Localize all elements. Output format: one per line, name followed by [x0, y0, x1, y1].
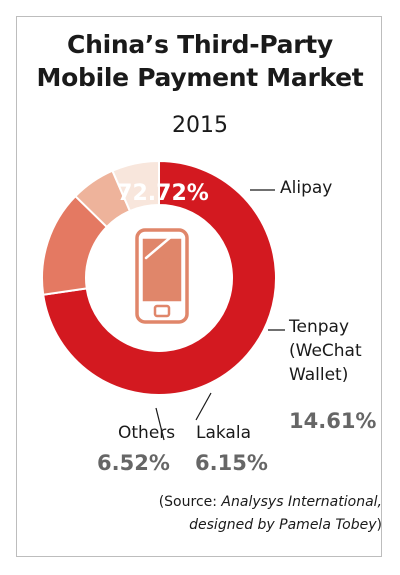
chart-title-line-1: China’s Third-Party — [67, 30, 333, 59]
chart-title-line-2: Mobile Payment Market — [36, 63, 364, 92]
lakala-value-label: 6.15% — [195, 451, 268, 475]
lakala-leader-line — [195, 392, 212, 421]
leader-lines — [155, 189, 285, 441]
yuan-symbol: ¥ — [147, 252, 171, 292]
source-designer: designed by Pamela Tobey — [189, 517, 377, 533]
source-prefix: (Source: — [158, 494, 222, 510]
chart-title: China’s Third-Party Mobile Payment Marke… — [0, 28, 400, 94]
others-leader-line — [155, 407, 165, 441]
donut-slice-alipay — [42, 159, 277, 396]
chart-subtitle: 2015 — [172, 113, 228, 138]
others-value-label: 6.52% — [97, 451, 170, 475]
mobile-phone-yuan-icon: ¥ — [135, 228, 189, 324]
source-note: (Source: Analysys International, designe… — [60, 491, 382, 537]
donut-slice-others — [111, 159, 160, 213]
source-suffix: ) — [376, 517, 382, 533]
alipay-label: Alipay — [280, 178, 333, 198]
lakala-label: Lakala — [196, 423, 251, 443]
source-organization: Analysys International, — [221, 494, 382, 510]
donut-slices — [41, 159, 277, 396]
alipay-value-label: 72.72% — [117, 181, 209, 206]
tenpay-label-line-1: Tenpay — [289, 317, 349, 337]
tenpay-value-label: 14.61% — [289, 409, 377, 433]
others-label: Others — [118, 423, 176, 443]
tenpay-label-line-3: Wallet) — [289, 365, 349, 385]
tenpay-label-line-2: (WeChat — [289, 341, 362, 361]
tenpay-label: Tenpay (WeChat Wallet) — [289, 315, 389, 387]
